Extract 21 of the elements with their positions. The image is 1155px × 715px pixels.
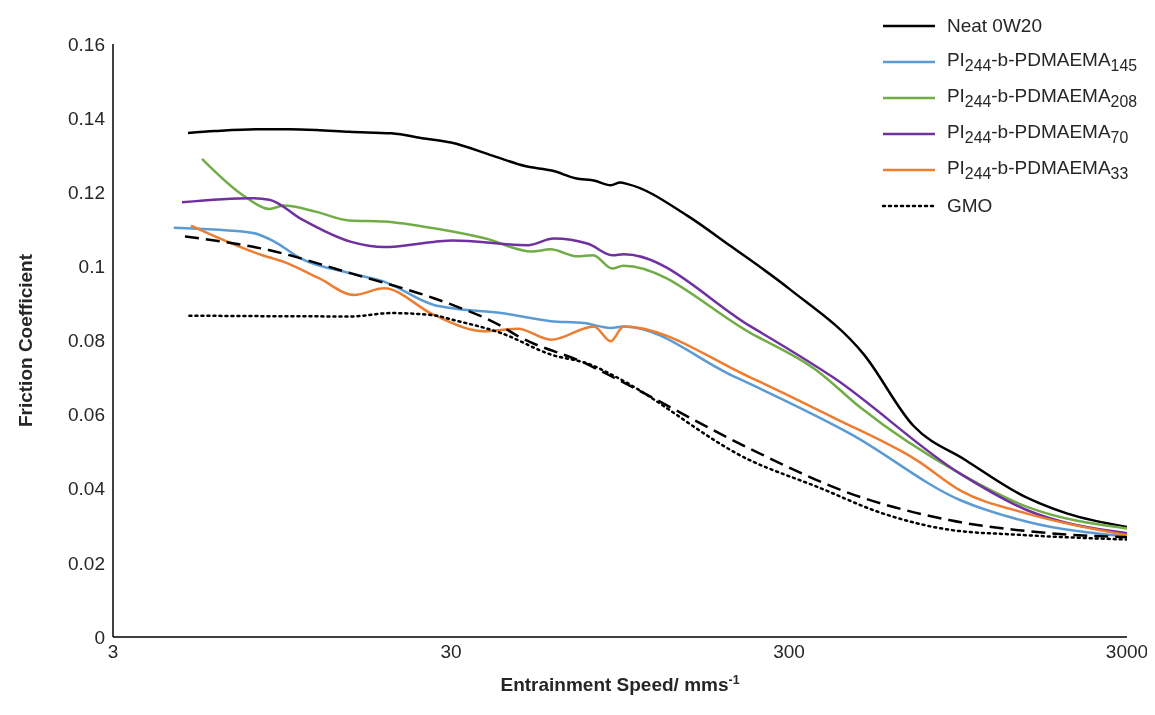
- y-tick-label: 0: [94, 626, 105, 648]
- x-axis-title: Entrainment Speed/ mms$^{-1}$: [500, 673, 740, 695]
- legend-label: GMO: [946, 195, 993, 217]
- y-tick-label: 0.16: [68, 33, 105, 55]
- y-tick-label: 0.12: [68, 181, 105, 203]
- y-tick-label: 0.08: [68, 330, 105, 352]
- x-tick-label: 300: [773, 641, 805, 663]
- y-tick-label: 0.02: [68, 552, 105, 574]
- x-tick-label: 3: [107, 641, 119, 663]
- y-tick-label: 0.1: [78, 256, 105, 278]
- legend-label: PI$_{244}$-b-PDMAEMA$_{208}$: [946, 85, 1137, 111]
- y-axis-title: Friction Coefficient: [15, 253, 36, 428]
- legend-label: PI$_{244}$-b-PDMAEMA$_{33}$: [946, 157, 1129, 183]
- x-tick-label: 3000: [1105, 641, 1149, 663]
- x-tick-label: 30: [440, 641, 462, 663]
- y-tick-label: 0.06: [68, 404, 105, 426]
- y-tick-label: 0.04: [68, 478, 106, 500]
- legend-label: Neat 0W20: [946, 15, 1042, 37]
- legend-label: PI$_{244}$-b-PDMAEMA$_{145}$: [946, 49, 1137, 75]
- legend-label: PI$_{244}$-b-PDMAEMA$_{70}$: [946, 121, 1129, 147]
- y-tick-label: 0.14: [68, 107, 106, 129]
